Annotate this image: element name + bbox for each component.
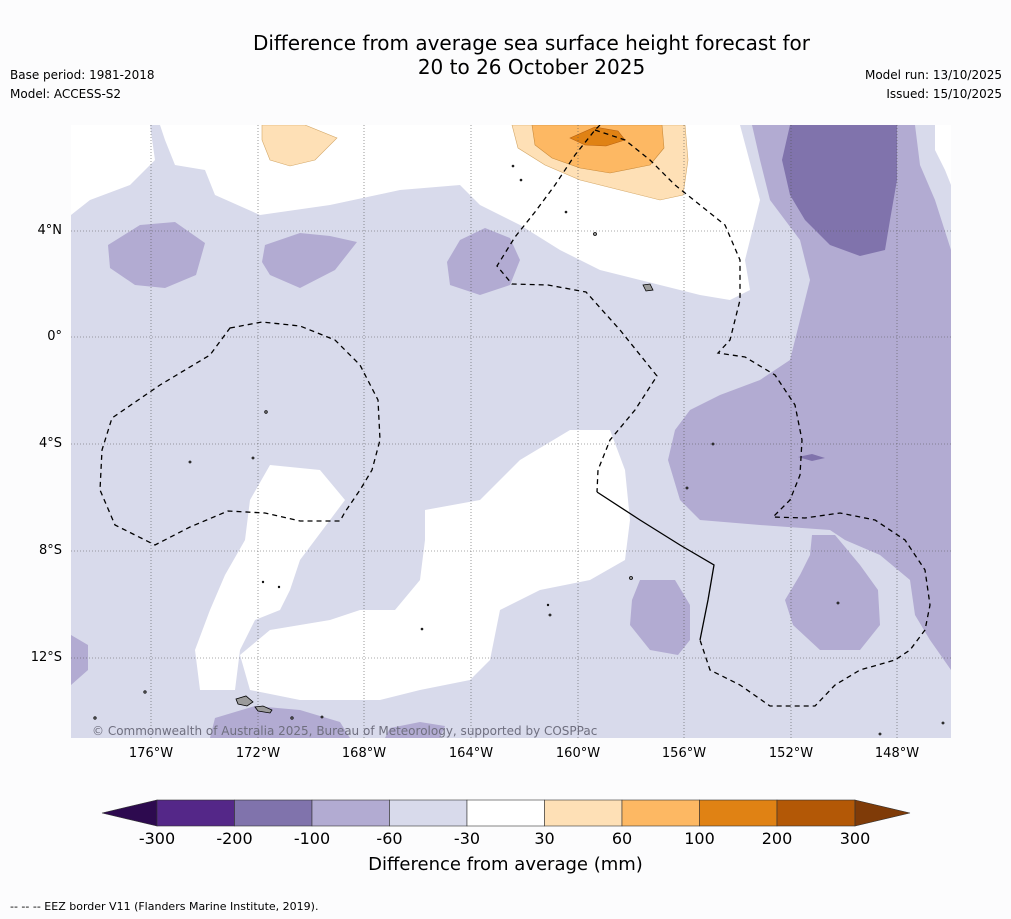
island-dot-9	[685, 486, 689, 490]
model-run: Model run: 13/10/2025	[864, 68, 1002, 82]
island-dot-12	[546, 603, 550, 607]
graticule	[71, 125, 951, 738]
colorbar-tick: 100	[684, 829, 715, 848]
island-dot-15	[290, 716, 294, 720]
positive-region-light-nw	[261, 125, 338, 167]
anomaly-blob-4	[630, 580, 690, 655]
issued-date: Issued: 15/10/2025	[886, 87, 1002, 101]
contour-layer	[71, 125, 951, 738]
colorbar-bin-8	[699, 799, 778, 827]
island-dot-8	[711, 442, 715, 446]
colorbar-tick: -300	[138, 829, 176, 848]
island-kiritimati	[642, 283, 654, 292]
lat-label-12s: 12°S	[30, 650, 62, 665]
colorbar-tick: -100	[293, 829, 331, 848]
anomaly-blob-8	[385, 722, 445, 738]
title-line-1: Difference from average sea surface heig…	[252, 31, 811, 55]
colorbar-tick: -200	[216, 829, 253, 848]
eez-border-west	[99, 321, 381, 546]
colorbar-extend-low	[101, 799, 158, 827]
lon-label-152w: 152°W	[768, 746, 814, 761]
eez-border-northeast	[594, 129, 931, 707]
anomaly-blob-6	[71, 635, 88, 685]
island-dot-6	[519, 178, 523, 182]
colorbar-bin-7	[621, 799, 700, 827]
copyright-notice: © Commonwealth of Australia 2025, Bureau…	[92, 724, 598, 738]
colorbar-bin-3	[311, 799, 390, 827]
anomaly-blob-1	[108, 222, 205, 288]
island-dot-10	[629, 576, 633, 580]
anomaly-blob-3	[447, 228, 520, 295]
meta-right: Model run: 13/10/2025 Issued: 15/10/2025	[865, 66, 1002, 104]
neutral-region-south	[195, 465, 345, 690]
neutral-region-central-south	[240, 430, 630, 700]
anomaly-region-east	[668, 125, 951, 670]
island-dot-14	[93, 716, 97, 720]
colorbar-bin-2	[234, 799, 313, 827]
maritime-boundary-solid	[596, 491, 715, 641]
anomaly-core-east	[782, 125, 897, 256]
island-dot-11	[548, 613, 552, 617]
lon-label-176w: 176°W	[128, 746, 174, 761]
title-line-2: 20 to 26 October 2025	[417, 55, 646, 79]
island-dot-17	[420, 627, 424, 631]
colorbar-extend-high	[854, 799, 911, 827]
lon-label-164w: 164°W	[448, 746, 494, 761]
colorbar-label: Difference from average (mm)	[368, 854, 643, 875]
meta-left: Base period: 1981-2018 Model: ACCESS-S2	[10, 66, 155, 104]
eez-borders	[99, 125, 931, 707]
lat-label-0: 0°	[47, 329, 62, 344]
island-dot-19	[878, 732, 882, 736]
island-dot-7	[511, 164, 515, 168]
base-period: Base period: 1981-2018	[10, 68, 155, 82]
eez-border-central	[496, 125, 658, 493]
island-dot-1	[264, 410, 268, 414]
lon-label-148w: 148°W	[874, 746, 920, 761]
island-savaii	[235, 695, 254, 707]
island-dot-21	[277, 585, 281, 589]
positive-region-medium	[531, 125, 665, 174]
colorbar	[101, 799, 911, 827]
eez-footnote: -- -- -- EEZ border V11 (Flanders Marine…	[10, 900, 319, 913]
island-dot-4	[593, 232, 597, 236]
lon-label-168w: 168°W	[341, 746, 387, 761]
anomaly-blob-7	[210, 706, 350, 738]
island-dot-5	[564, 210, 568, 214]
lon-label-160w: 160°W	[555, 746, 601, 761]
lat-label-4n: 4°N	[37, 223, 63, 238]
anomaly-blob-2	[262, 233, 357, 288]
colorbar-tick: -60	[376, 829, 403, 848]
colorbar-bin-5	[466, 799, 545, 827]
colorbar-tick: 300	[839, 829, 871, 848]
islands	[93, 164, 945, 736]
lon-label-172w: 172°W	[235, 746, 281, 761]
island-dot-3	[251, 456, 255, 460]
island-dot-22	[261, 580, 265, 584]
colorbar-bin-6	[544, 799, 623, 827]
anomaly-blob-5	[785, 535, 880, 650]
lat-label-4s: 4°S	[38, 436, 62, 451]
island-dot-2	[188, 460, 192, 464]
colorbar-tick: 60	[611, 829, 633, 848]
island-dot-13	[143, 690, 147, 694]
island-dot-16	[320, 715, 324, 719]
lon-label-156w: 156°W	[661, 746, 707, 761]
anomaly-core-small	[798, 454, 825, 461]
colorbar-bin-1	[156, 799, 235, 827]
colorbar-bin-4	[389, 799, 468, 827]
neutral-region-nw	[71, 125, 155, 215]
island-dot-20	[941, 721, 945, 725]
model-name: Model: ACCESS-S2	[10, 87, 122, 101]
lat-label-8s: 8°S	[38, 543, 62, 558]
colorbar-tick: 30	[534, 829, 555, 848]
colorbar-tick: -30	[453, 829, 481, 848]
map-title: Difference from average sea surface heig…	[0, 31, 1011, 79]
colorbar-bin-9	[776, 799, 856, 827]
island-upolu	[254, 705, 273, 714]
colorbar-tick: 200	[761, 829, 793, 848]
neutral-region-ne	[935, 125, 951, 185]
island-dot-18	[836, 601, 840, 605]
